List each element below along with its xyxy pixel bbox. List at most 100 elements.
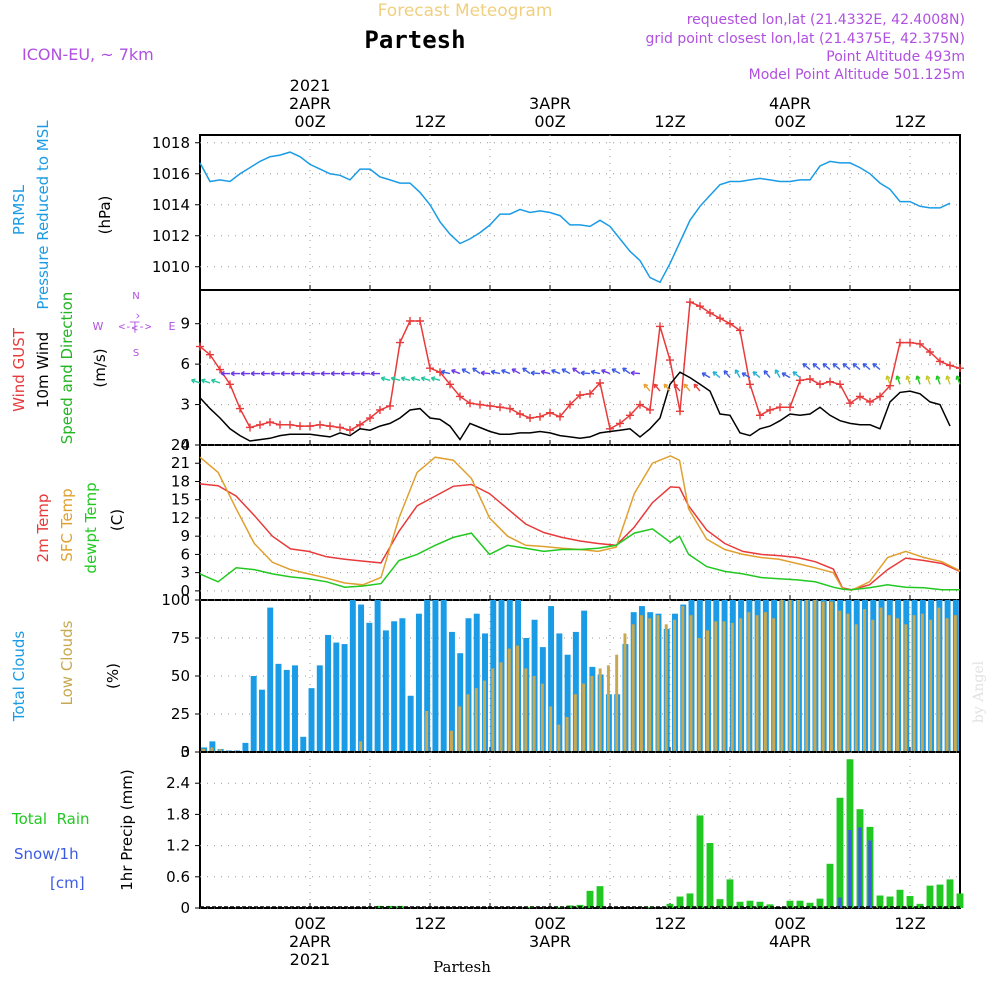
top-time-label: 12Z	[414, 112, 445, 131]
wind-panel: 0 3 6 9	[180, 289, 964, 454]
wind-arrow	[211, 379, 221, 384]
gust-marker	[676, 407, 684, 416]
wind-arrow-head	[280, 370, 285, 377]
bar-low-clouds	[730, 622, 734, 752]
wind-arrow	[896, 375, 901, 385]
gust-marker	[276, 420, 284, 429]
bar-total-clouds	[391, 621, 398, 752]
bar-total-clouds	[564, 654, 571, 752]
bar-rain	[706, 843, 714, 908]
grid-coords: grid point closest lon,lat (21.4375E, 42…	[645, 31, 965, 47]
series-dewpt-temp	[199, 528, 960, 591]
pressure-unit: (hPa)	[96, 196, 114, 235]
series-10m-wind	[199, 371, 951, 442]
bar-low-clouds	[896, 618, 900, 752]
wind-arrow-head	[260, 370, 265, 377]
bar-low-clouds	[606, 665, 610, 752]
gust-marker	[896, 338, 904, 347]
bar-total-clouds	[548, 606, 555, 752]
gust-marker	[716, 314, 724, 323]
bar-rain	[586, 890, 594, 908]
bar-total-clouds	[382, 630, 389, 752]
wind-arrow-head	[290, 370, 295, 377]
gust-marker	[956, 364, 964, 373]
gust-marker	[566, 400, 574, 409]
bar-rain	[716, 899, 724, 908]
pressure-label: Pressure Reduced to MSL	[34, 120, 52, 310]
gust-marker	[496, 403, 504, 412]
top-time-label: 4APR	[769, 94, 811, 113]
bar-rain	[916, 903, 924, 908]
dewpt-label: dewpt Temp	[82, 482, 100, 573]
wind-arrow	[381, 377, 391, 381]
gust-marker	[386, 401, 394, 410]
gust-marker	[726, 319, 734, 328]
wind-arrow-head	[410, 376, 416, 382]
wind-arrow	[693, 383, 701, 392]
bar-low-clouds	[623, 633, 627, 752]
requested-coords: requested lon,lat (21.4332E, 42.4008N)	[687, 12, 965, 28]
model-altitude: Model Point Altitude 501.125m	[749, 67, 965, 83]
bar-low-clouds	[590, 676, 594, 752]
bar-total-clouds	[258, 689, 265, 752]
prmsl-label: PRMSL	[10, 184, 28, 235]
top-time-label: 12Z	[654, 112, 685, 131]
gust-marker	[416, 317, 424, 325]
bar-rain	[786, 900, 794, 908]
wind-arrow	[522, 367, 531, 375]
location-title: Partesh	[364, 26, 465, 54]
bar-low-clouds	[557, 724, 561, 752]
bottom-time-label: 4APR	[769, 932, 811, 951]
wind-arrow-head	[580, 370, 585, 376]
wind-arrow-head	[895, 375, 901, 380]
bar-low-clouds	[466, 694, 470, 752]
gust-marker	[396, 338, 404, 347]
pressure-panel: 1010 1012 1014 1016 1018	[152, 134, 961, 291]
bar-total-clouds	[556, 633, 563, 752]
gust-marker	[596, 379, 604, 387]
wind-arrow-head	[832, 363, 838, 368]
subtitle: Forecast Meteogram	[378, 1, 553, 21]
gust-marker	[626, 411, 634, 420]
wind-arrow-head	[561, 368, 567, 374]
wind-arrow-head	[440, 369, 446, 375]
wind-arrow-head	[370, 370, 375, 377]
gust-marker	[826, 377, 834, 386]
compass-s: S	[133, 348, 139, 359]
bar-low-clouds	[615, 654, 619, 752]
bottom-time-label: 2APR	[289, 932, 331, 951]
y-tick-label: 0.6	[166, 868, 190, 886]
wind-arrow-head	[400, 376, 406, 382]
wind-arrow	[916, 375, 921, 385]
y-tick-label: 21	[171, 454, 190, 472]
wind-arrow	[886, 375, 891, 385]
bar-low-clouds	[813, 600, 817, 752]
bar-total-clouds	[358, 604, 365, 752]
bar-total-clouds	[283, 669, 290, 752]
y-tick-label: 1010	[152, 258, 190, 276]
y-tick-label: 6	[180, 355, 190, 373]
wind-arrow-head	[653, 383, 659, 389]
bar-total-clouds	[209, 741, 216, 752]
wind-arrow-head	[250, 370, 255, 377]
wind-arrow-head	[340, 370, 345, 377]
gust-marker	[326, 422, 334, 431]
gust-marker	[256, 420, 264, 429]
gust-marker	[796, 376, 804, 385]
gust-marker	[916, 339, 924, 348]
panel-frame	[199, 751, 961, 909]
gust-marker	[876, 392, 884, 401]
gust-marker	[236, 404, 244, 413]
gust-marker	[766, 405, 774, 414]
wind-arrow	[541, 370, 551, 375]
bar-total-clouds	[432, 600, 439, 752]
bottom-time-label: 00Z	[534, 914, 565, 933]
gust-marker	[196, 342, 204, 351]
bar-total-clouds	[581, 610, 588, 752]
wind-arrow-head	[663, 383, 669, 389]
bar-low-clouds	[582, 683, 586, 752]
wind-arrow-head	[885, 375, 891, 380]
bottom-time-label: 00Z	[774, 914, 805, 933]
bar-rain	[766, 904, 774, 908]
